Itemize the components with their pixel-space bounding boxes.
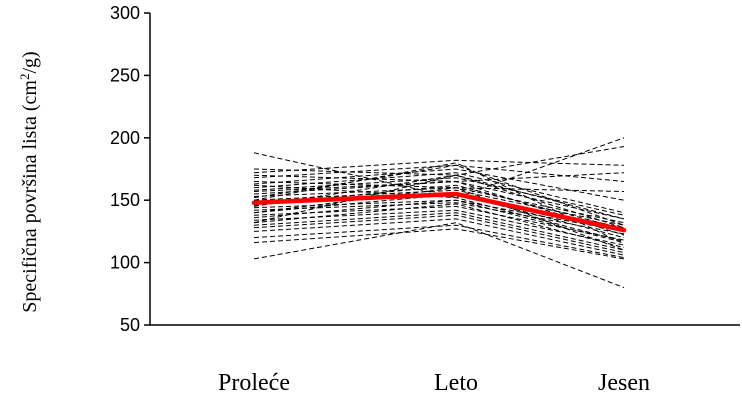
individual-series-line-26: [253, 228, 625, 260]
y-axis-title-superscript: 2: [17, 74, 32, 81]
individual-series-line-1: [253, 137, 625, 199]
y-tick-label-50: 50: [120, 315, 140, 335]
y-tick-label-250: 250: [110, 65, 140, 85]
y-axis-title-part-2: /g): [19, 51, 41, 73]
individual-series-line-3: [253, 159, 625, 174]
individual-series-line-20: [253, 209, 625, 246]
x-category-label-1: Proleće: [218, 370, 290, 396]
mean-series-line: [251, 191, 627, 233]
series-layer: [251, 137, 627, 289]
y-axis-title: Specifična površina lista (cm2/g): [17, 51, 42, 312]
individual-series-line-12: [253, 189, 625, 226]
individual-series-line-32: [253, 187, 625, 251]
y-tick-label-100: 100: [110, 253, 140, 273]
individual-series-line-27: [253, 222, 625, 289]
individual-series-line-21: [253, 203, 625, 249]
y-tick-label-200: 200: [110, 128, 140, 148]
axes-layer: 50 100 150 200 250 300 Proleće Leto Jesen: [110, 3, 740, 396]
individual-series-line-8: [253, 172, 625, 214]
individual-series-line-29: [253, 164, 625, 226]
individual-series-line-31: [253, 184, 625, 242]
individual-series-line-28: [253, 174, 625, 220]
individual-series-line-23: [253, 214, 625, 254]
individual-series-line-9: [253, 177, 625, 216]
individual-series-line-7: [253, 168, 625, 201]
y-tick-label-150: 150: [110, 190, 140, 210]
individual-series-line-22: [253, 212, 625, 251]
individual-series-line-24: [253, 218, 625, 256]
y-axis-title-part-1: Specifična površina lista (cm: [19, 80, 41, 313]
svg-text:Specifična površina lista (cm2: Specifična površina lista (cm2/g): [17, 51, 42, 312]
individual-series-line-33: [253, 174, 625, 229]
individual-series-line-25: [253, 224, 625, 259]
individual-series-line-19: [253, 199, 625, 244]
x-category-label-3: Jesen: [598, 370, 650, 396]
y-tick-label-300: 300: [110, 3, 140, 23]
individual-series-line-16: [253, 202, 625, 235]
x-category-label-2: Leto: [434, 370, 478, 396]
